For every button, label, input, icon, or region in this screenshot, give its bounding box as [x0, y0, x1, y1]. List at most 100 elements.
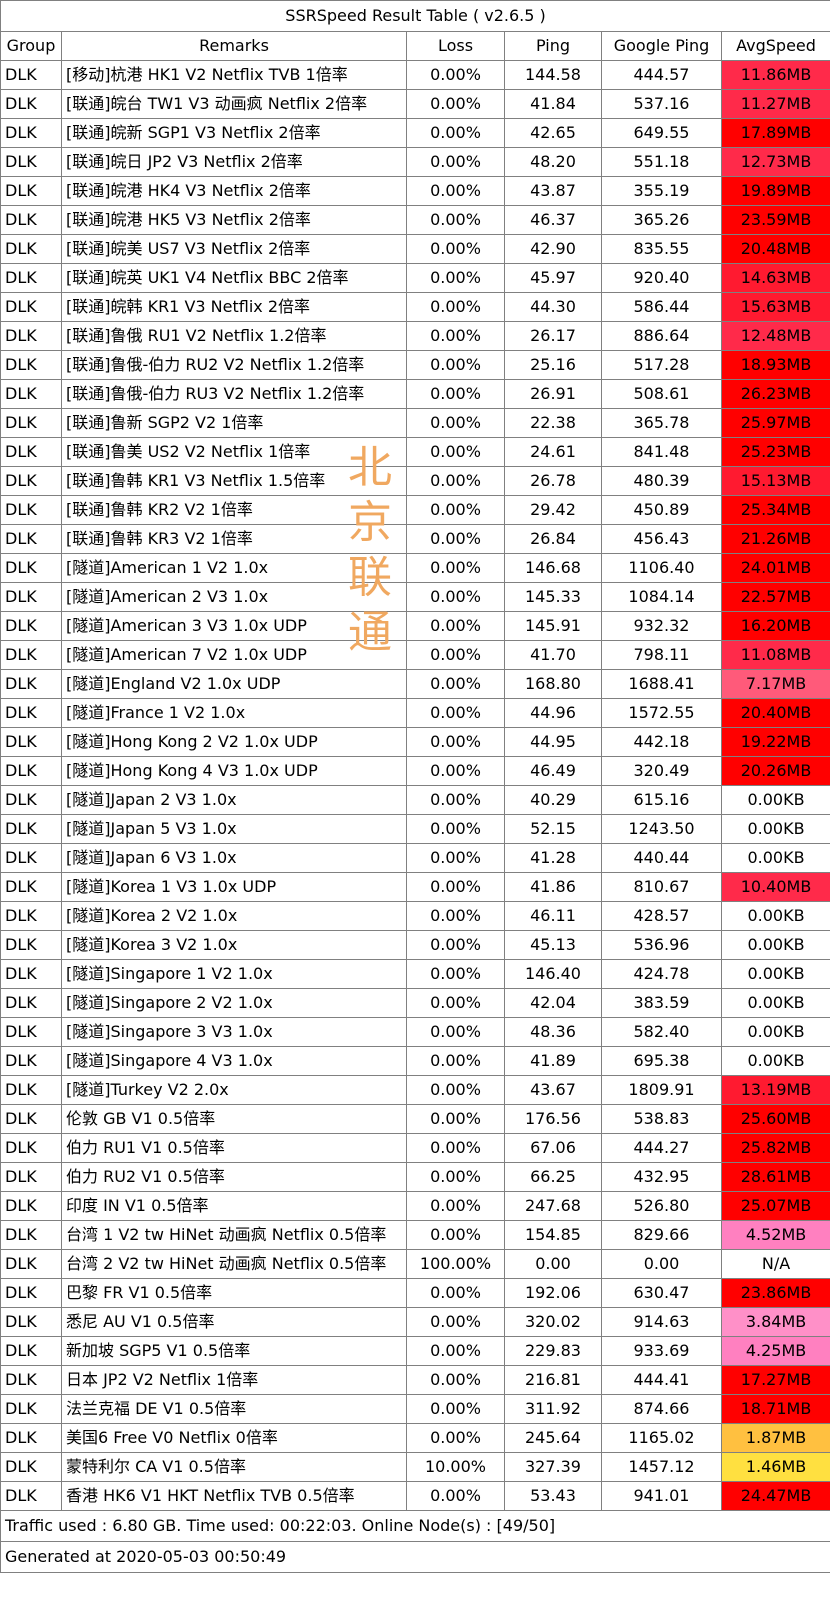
cell-loss: 0.00%: [406, 930, 505, 960]
cell-avg-speed: 0.00KB: [720, 988, 830, 1018]
cell-google-ping: 1572.55: [601, 698, 722, 728]
cell-remarks: 蒙特利尔 CA V1 0.5倍率: [61, 1452, 407, 1482]
cell-google-ping: 1809.91: [601, 1075, 722, 1105]
cell-remarks: [隧道]Japan 2 V3 1.0x: [61, 785, 407, 815]
cell-google-ping: 517.28: [601, 350, 722, 380]
cell-remarks: [隧道]Singapore 2 V2 1.0x: [61, 988, 407, 1018]
table-row: DLK [联通]皖台 TW1 V3 动画疯 Netflix 2倍率 0.00% 41.…: [0, 89, 830, 119]
table-row: DLK [联通]鲁韩 KR2 V2 1倍率 0.00% 29.42 450.89 25.3…: [0, 495, 830, 525]
cell-google-ping: 1457.12: [601, 1452, 722, 1482]
cell-google-ping: 365.78: [601, 408, 722, 438]
cell-ping: 48.20: [504, 147, 602, 177]
cell-avg-speed: 20.26MB: [720, 756, 830, 786]
table-row: DLK [联通]鲁新 SGP2 V2 1倍率 0.00% 22.38 365.78 25.…: [0, 408, 830, 438]
table-row: DLK [联通]皖韩 KR1 V3 Netflix 2倍率 0.00% 44.30 58…: [0, 292, 830, 322]
cell-remarks: [联通]皖新 SGP1 V3 Netflix 2倍率: [61, 118, 407, 148]
table-row: DLK [隧道]Korea 2 V2 1.0x 0.00% 46.11 428.57 0.…: [0, 901, 830, 931]
cell-remarks: 巴黎 FR V1 0.5倍率: [61, 1278, 407, 1308]
table-row: DLK 伯力 RU2 V1 0.5倍率 0.00% 66.25 432.95 28.61M…: [0, 1162, 830, 1192]
cell-google-ping: 365.26: [601, 205, 722, 235]
header-ping: Ping: [504, 31, 602, 61]
cell-remarks: [隧道]American 1 V2 1.0x: [61, 553, 407, 583]
table-row: DLK [隧道]Korea 3 V2 1.0x 0.00% 45.13 536.96 0.…: [0, 930, 830, 960]
cell-ping: 53.43: [504, 1481, 602, 1511]
table-row: DLK 蒙特利尔 CA V1 0.5倍率 10.00% 327.39 1457.12 1.…: [0, 1452, 830, 1482]
cell-remarks: 印度 IN V1 0.5倍率: [61, 1191, 407, 1221]
table-row: DLK [隧道]Singapore 1 V2 1.0x 0.00% 146.40 424…: [0, 959, 830, 989]
cell-google-ping: 424.78: [601, 959, 722, 989]
cell-google-ping: 551.18: [601, 147, 722, 177]
footer-traffic: Traffic used : 6.80 GB. Time used: 00:22…: [0, 1510, 830, 1542]
cell-loss: 0.00%: [406, 1133, 505, 1163]
table-row: DLK [联通]鲁俄-伯力 RU2 V2 Netflix 1.2倍率 0.00% 25…: [0, 350, 830, 380]
cell-ping: 45.13: [504, 930, 602, 960]
cell-google-ping: 480.39: [601, 466, 722, 496]
cell-group: DLK: [0, 1162, 62, 1192]
cell-remarks: [隧道]Hong Kong 4 V3 1.0x UDP: [61, 756, 407, 786]
cell-google-ping: 1243.50: [601, 814, 722, 844]
cell-google-ping: 630.47: [601, 1278, 722, 1308]
cell-loss: 0.00%: [406, 611, 505, 641]
cell-remarks: 美国6 Free V0 Netflix 0倍率: [61, 1423, 407, 1453]
cell-ping: 168.80: [504, 669, 602, 699]
cell-avg-speed: 19.89MB: [720, 176, 830, 206]
cell-group: DLK: [0, 60, 62, 90]
cell-ping: 45.97: [504, 263, 602, 293]
cell-loss: 0.00%: [406, 118, 505, 148]
cell-group: DLK: [0, 872, 62, 902]
cell-remarks: 法兰克福 DE V1 0.5倍率: [61, 1394, 407, 1424]
cell-loss: 0.00%: [406, 959, 505, 989]
cell-google-ping: 444.41: [601, 1365, 722, 1395]
table-row: DLK 巴黎 FR V1 0.5倍率 0.00% 192.06 630.47 23.86M…: [0, 1278, 830, 1308]
cell-loss: 0.00%: [406, 89, 505, 119]
table-row: DLK 香港 HK6 V1 HKT Netflix TVB 0.5倍率 0.00% 5…: [0, 1481, 830, 1511]
cell-loss: 0.00%: [406, 1365, 505, 1395]
cell-google-ping: 649.55: [601, 118, 722, 148]
cell-ping: 146.40: [504, 959, 602, 989]
table-row: DLK 伯力 RU1 V1 0.5倍率 0.00% 67.06 444.27 25.82M…: [0, 1133, 830, 1163]
cell-ping: 41.84: [504, 89, 602, 119]
cell-avg-speed: 14.63MB: [720, 263, 830, 293]
cell-google-ping: 383.59: [601, 988, 722, 1018]
cell-remarks: [隧道]Korea 1 V3 1.0x UDP: [61, 872, 407, 902]
cell-avg-speed: 1.46MB: [720, 1452, 830, 1482]
cell-ping: 192.06: [504, 1278, 602, 1308]
cell-group: DLK: [0, 495, 62, 525]
header-row: Group Remarks Loss Ping Google Ping AvgS…: [0, 31, 830, 61]
cell-ping: 41.70: [504, 640, 602, 670]
cell-google-ping: 444.57: [601, 60, 722, 90]
cell-ping: 154.85: [504, 1220, 602, 1250]
table-row: DLK [联通]皖港 HK5 V3 Netflix 2倍率 0.00% 46.37 36…: [0, 205, 830, 235]
cell-google-ping: 582.40: [601, 1017, 722, 1047]
cell-group: DLK: [0, 1481, 62, 1511]
table-row: DLK [隧道]Japan 6 V3 1.0x 0.00% 41.28 440.44 0.…: [0, 843, 830, 873]
cell-google-ping: 1688.41: [601, 669, 722, 699]
table-row: DLK [隧道]France 1 V2 1.0x 0.00% 44.96 1572.55…: [0, 698, 830, 728]
cell-loss: 0.00%: [406, 669, 505, 699]
cell-group: DLK: [0, 988, 62, 1018]
cell-loss: 10.00%: [406, 1452, 505, 1482]
cell-ping: 327.39: [504, 1452, 602, 1482]
cell-avg-speed: 25.97MB: [720, 408, 830, 438]
header-group: Group: [0, 31, 62, 61]
cell-ping: 145.91: [504, 611, 602, 641]
cell-avg-speed: 0.00KB: [720, 843, 830, 873]
cell-ping: 40.29: [504, 785, 602, 815]
cell-remarks: 伯力 RU1 V1 0.5倍率: [61, 1133, 407, 1163]
table-row: DLK 法兰克福 DE V1 0.5倍率 0.00% 311.92 874.66 18.7…: [0, 1394, 830, 1424]
cell-ping: 25.16: [504, 350, 602, 380]
cell-loss: 0.00%: [406, 988, 505, 1018]
cell-remarks: [联通]皖韩 KR1 V3 Netflix 2倍率: [61, 292, 407, 322]
table-row: DLK [隧道]Turkey V2 2.0x 0.00% 43.67 1809.91 13…: [0, 1075, 830, 1105]
cell-ping: 66.25: [504, 1162, 602, 1192]
cell-loss: 0.00%: [406, 466, 505, 496]
table-row: DLK [联通]鲁美 US2 V2 Netflix 1倍率 0.00% 24.61 84…: [0, 437, 830, 467]
table-row: DLK [隧道]Japan 5 V3 1.0x 0.00% 52.15 1243.50 0…: [0, 814, 830, 844]
header-remarks: Remarks: [61, 31, 407, 61]
cell-avg-speed: 11.08MB: [720, 640, 830, 670]
cell-ping: 146.68: [504, 553, 602, 583]
cell-avg-speed: 23.86MB: [720, 1278, 830, 1308]
cell-remarks: 伦敦 GB V1 0.5倍率: [61, 1104, 407, 1134]
table-row: DLK [移动]杭港 HK1 V2 Netflix TVB 1倍率 0.00% 144…: [0, 60, 830, 90]
